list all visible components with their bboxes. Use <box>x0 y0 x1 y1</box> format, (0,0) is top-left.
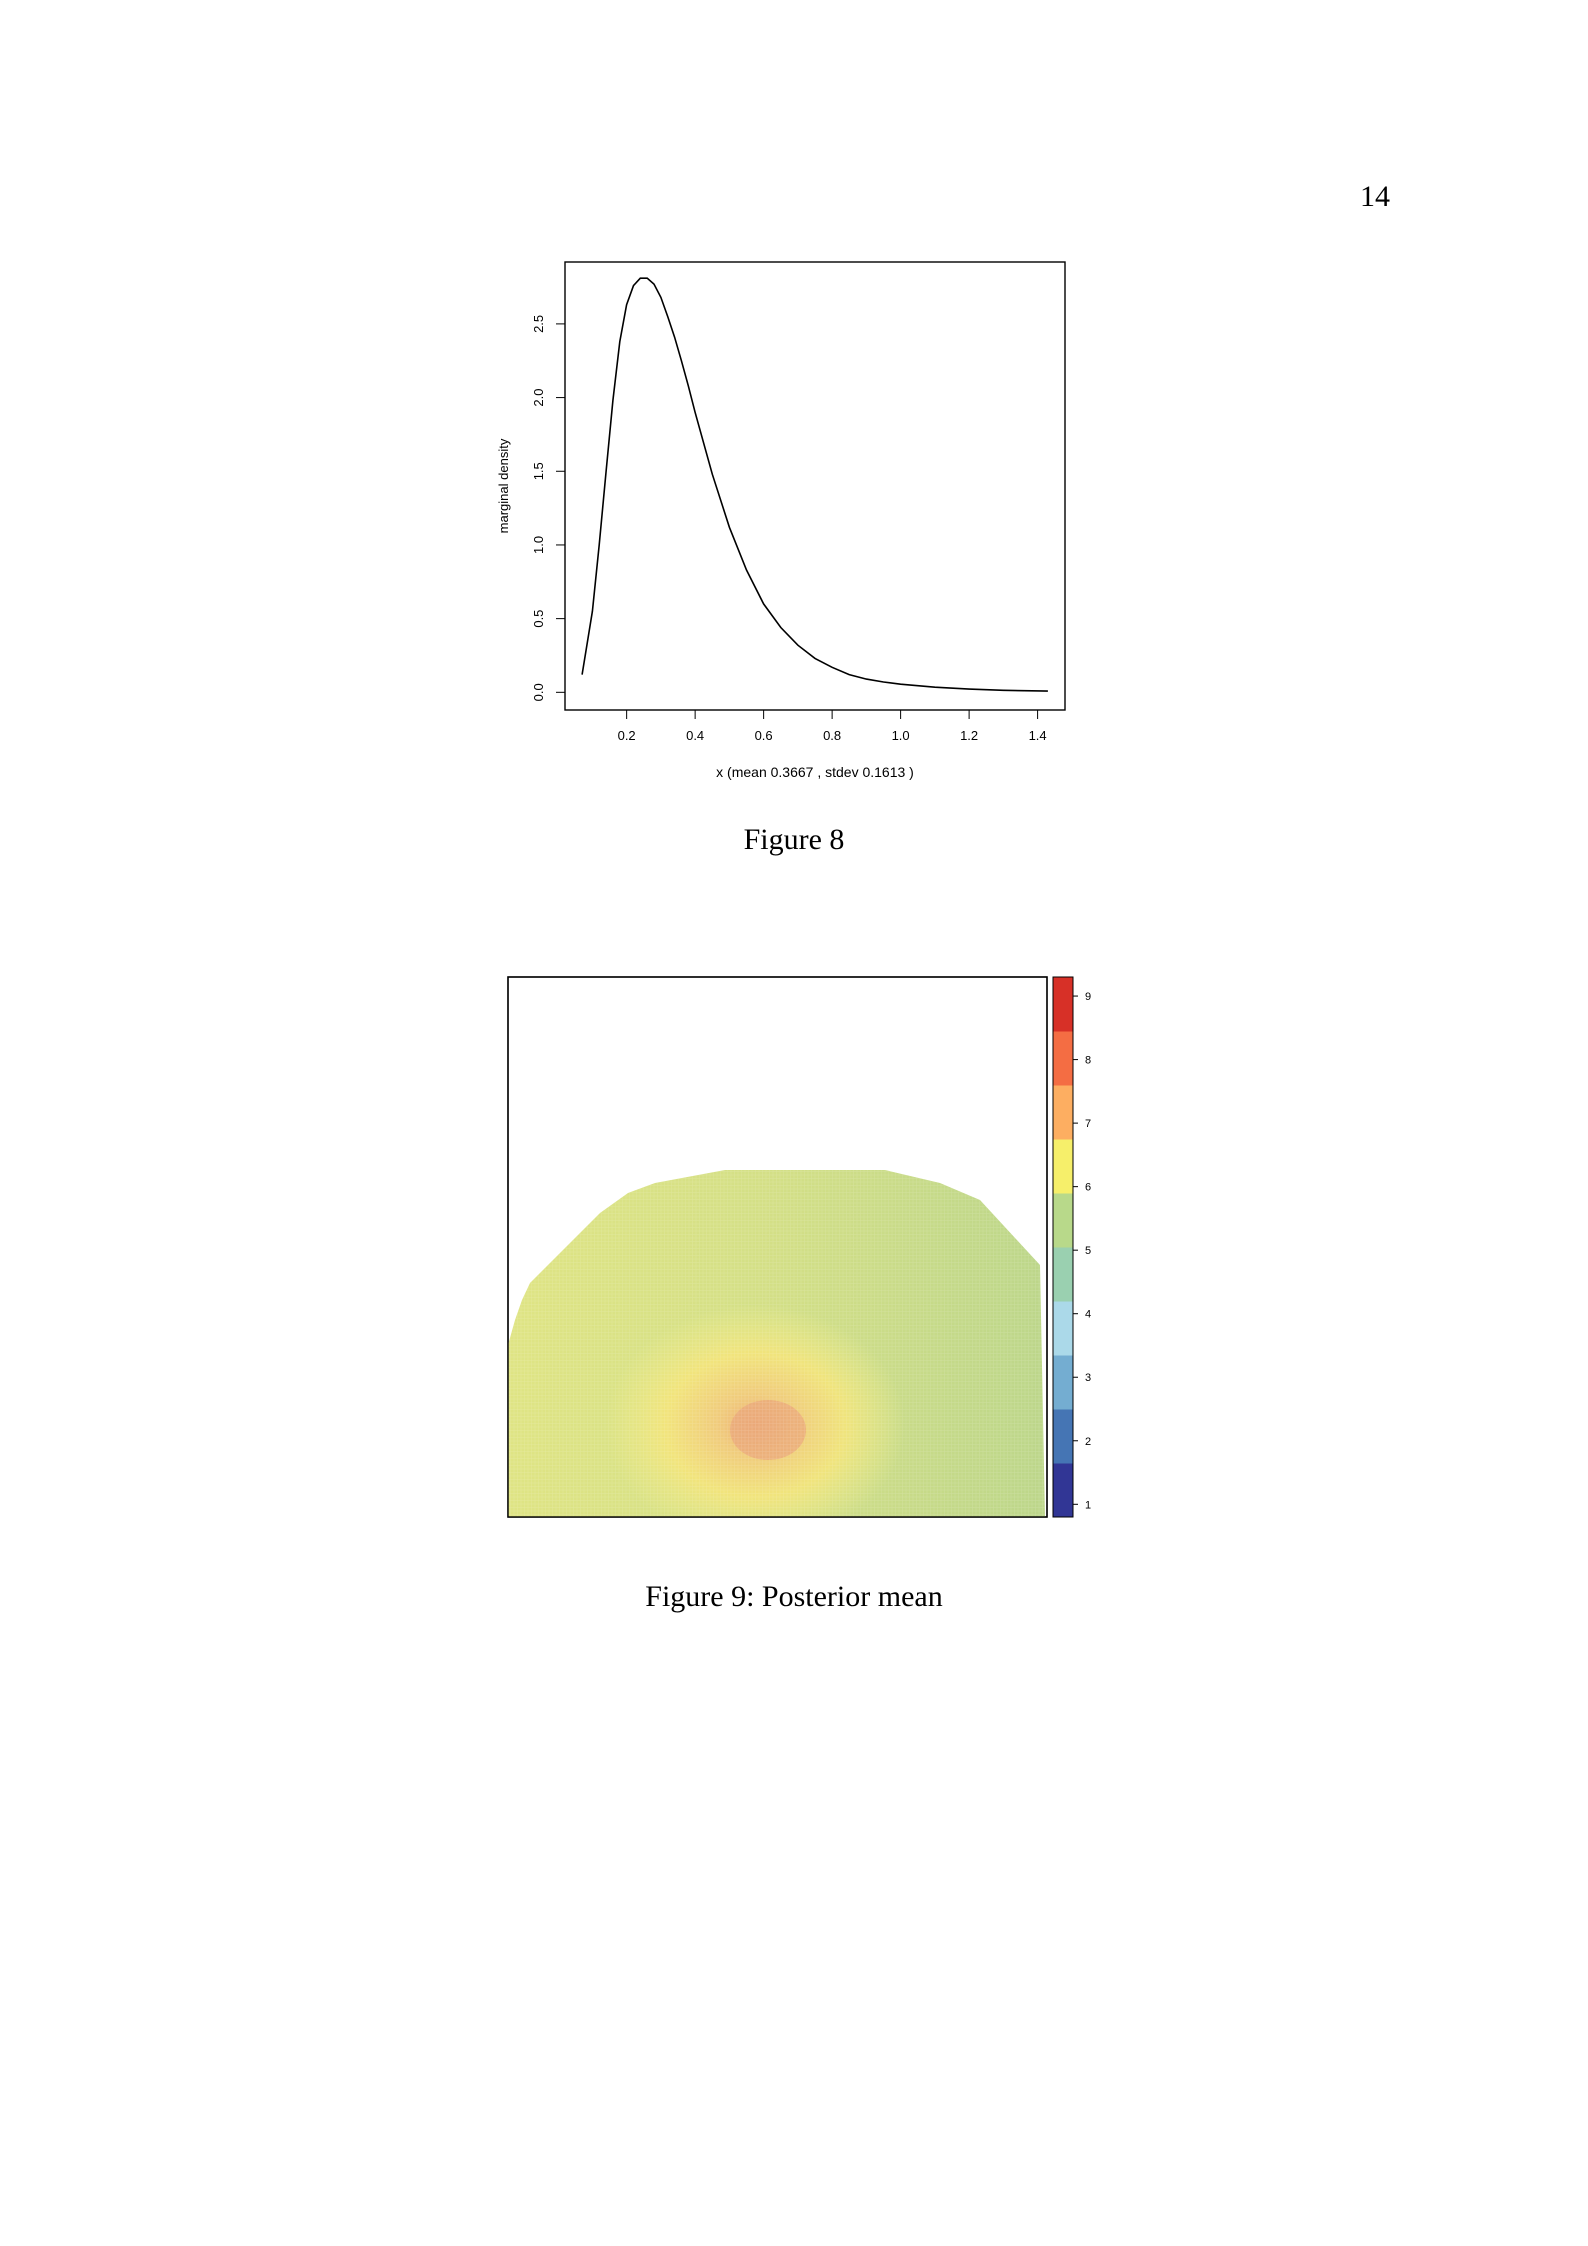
y-tick-label: 2.5 <box>531 315 546 333</box>
colorbar-tick-label: 8 <box>1085 1055 1091 1067</box>
x-tick-label: 0.4 <box>686 728 704 743</box>
y-axis-label: marginal density <box>496 438 511 533</box>
colorbar-swatch <box>1053 1139 1073 1194</box>
colorbar-tick-label: 5 <box>1085 1245 1091 1257</box>
y-axis: 0.0 0.5 1.0 1.5 2.0 2.5 <box>531 315 565 701</box>
x-axis: 0.2 0.4 0.6 0.8 1.0 1.2 1.4 <box>618 709 1047 743</box>
colorbar-tick-label: 9 <box>1085 991 1091 1003</box>
heatmap-surface <box>508 1170 1045 1517</box>
figure-9-caption: Figure 9: Posterior mean <box>645 1580 943 1613</box>
colorbar-swatch <box>1053 1355 1073 1410</box>
y-tick-label: 1.0 <box>531 536 546 554</box>
colorbar-swatch <box>1053 1463 1073 1518</box>
colorbar-swatch <box>1053 1193 1073 1248</box>
x-axis-label: x (mean 0.3667 , stdev 0.1613 ) <box>716 764 914 780</box>
x-tick-label: 0.6 <box>755 728 773 743</box>
colorbar-ticks: 1 2 3 4 5 6 7 8 9 <box>1073 991 1091 1511</box>
colorbar-swatch <box>1053 1409 1073 1464</box>
colorbar-tick-label: 1 <box>1085 1499 1091 1511</box>
figure-8-caption: Figure 8 <box>743 823 845 856</box>
colorbar-tick-label: 3 <box>1085 1372 1091 1384</box>
page-number: 14 <box>1360 180 1390 213</box>
x-tick-label: 0.8 <box>823 728 841 743</box>
figure-8-chart: 0.2 0.4 0.6 0.8 1.0 1.2 1.4 0.0 0.5 1.0 1.5 2.0 2.5… <box>496 261 1066 780</box>
plot-frame <box>564 261 1066 711</box>
colorbar-tick-label: 7 <box>1085 1118 1091 1130</box>
y-tick-label: 0.0 <box>531 683 546 701</box>
y-tick-label: 1.5 <box>531 462 546 480</box>
x-tick-label: 1.2 <box>960 728 978 743</box>
x-tick-label: 0.2 <box>618 728 636 743</box>
colorbar-tick-label: 6 <box>1085 1182 1091 1194</box>
colorbar-swatch <box>1053 1031 1073 1086</box>
colorbar-frame <box>1052 976 1074 1518</box>
colorbar <box>1053 977 1073 1518</box>
colorbar-swatch <box>1053 977 1073 1032</box>
x-tick-label: 1.4 <box>1029 728 1047 743</box>
colorbar-tick-label: 2 <box>1085 1436 1091 1448</box>
colorbar-swatch <box>1053 1301 1073 1356</box>
x-tick-label: 1.0 <box>892 728 910 743</box>
colorbar-swatch <box>1053 1085 1073 1140</box>
y-tick-label: 0.5 <box>531 610 546 628</box>
y-tick-label: 2.0 <box>531 389 546 407</box>
colorbar-tick-label: 4 <box>1085 1309 1091 1321</box>
density-curve <box>581 277 1048 692</box>
colorbar-swatch <box>1053 1247 1073 1302</box>
figure-9-heatmap: 1 2 3 4 5 6 7 8 9 <box>507 976 1091 1518</box>
